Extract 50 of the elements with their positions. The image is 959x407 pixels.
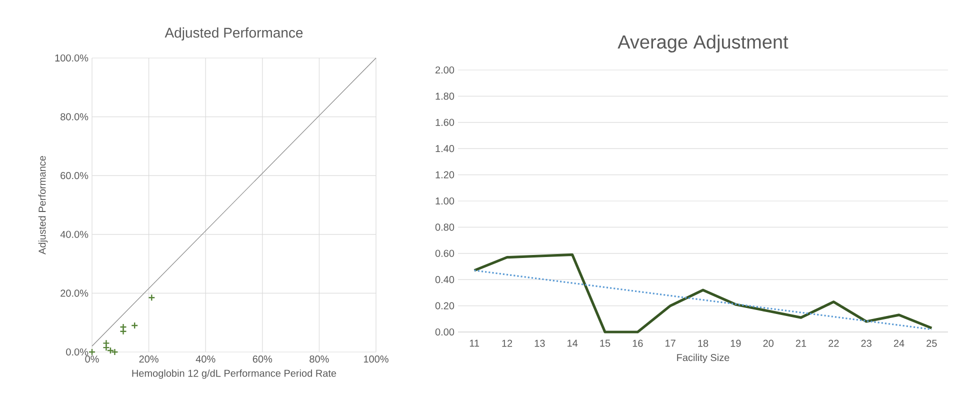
- y-tick-label: 0.60: [435, 250, 454, 257]
- y-tick-label: 0.40: [435, 276, 454, 284]
- x-tick-label: 20%: [139, 356, 158, 363]
- y-tick-label: 1.40: [436, 145, 454, 152]
- x-tick-label: 60%: [252, 356, 272, 363]
- point: [120, 328, 127, 336]
- x-tick-label: 12: [502, 340, 512, 347]
- chart-title: Adjusted Performance: [164, 27, 303, 40]
- point: [120, 323, 127, 331]
- y-tick-label: 0.20: [435, 302, 454, 310]
- x-axis-title: Facility Size: [677, 354, 730, 364]
- x-tick-label: 22: [828, 340, 839, 347]
- y-axis-title: Adjusted Performance: [38, 156, 48, 254]
- x-tick-label: 25: [926, 340, 937, 347]
- x-tick-label: 23: [861, 340, 872, 347]
- x-tick-label: 15: [600, 340, 610, 347]
- y-tick-label: 1.60: [436, 118, 454, 126]
- x-tick-label: 24: [894, 340, 904, 347]
- x-tick-label: 21: [796, 340, 806, 347]
- y-tick-label: 1.20: [436, 171, 454, 178]
- y-tick-label: 0.00: [435, 328, 454, 336]
- x-tick-label: 13: [534, 340, 545, 347]
- line-series: [473, 253, 933, 334]
- x-tick-label: 18: [698, 340, 708, 347]
- y-tick-label: 80.0%: [60, 113, 88, 120]
- y-tick-label: 2.00: [436, 66, 454, 74]
- x-tick-label: 0%: [85, 356, 99, 363]
- x-axis-title: Hemoglobin 12 g/dL Performance Period Rate: [132, 369, 336, 379]
- y-tick-label: 60.0%: [60, 172, 88, 180]
- y-tick-label: 40.0%: [60, 230, 88, 238]
- point: [148, 294, 156, 302]
- chart-title: Average Adjustment: [618, 34, 788, 52]
- x-tick-label: 14: [568, 340, 578, 347]
- x-tick-label: 16: [632, 340, 643, 347]
- x-tick-label: 11: [470, 340, 480, 347]
- x-tick-label: 100%: [364, 356, 388, 363]
- y-tick-label: 0.80: [435, 224, 454, 231]
- y-tick-label: 1.80: [436, 92, 454, 100]
- point: [106, 346, 114, 354]
- x-tick-label: 80%: [310, 356, 329, 363]
- y-tick-label: 20.0%: [60, 290, 88, 297]
- x-tick-label: 19: [730, 340, 741, 347]
- x-tick-label: 40%: [196, 356, 216, 363]
- point: [102, 340, 110, 347]
- y-tick-label: 0.0%: [66, 348, 88, 356]
- x-tick-label: 17: [666, 340, 676, 347]
- y-tick-label: 100.0%: [55, 54, 88, 62]
- y-tick-label: 1.00: [436, 197, 454, 205]
- x-tick-label: 20: [763, 340, 774, 347]
- point: [131, 322, 138, 330]
